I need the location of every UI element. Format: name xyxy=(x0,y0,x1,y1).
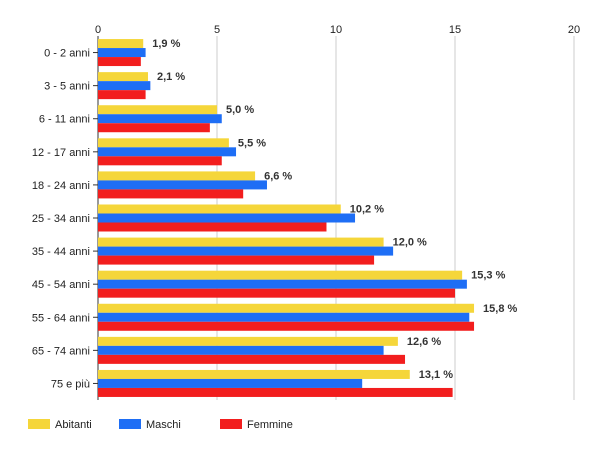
bar-abitanti xyxy=(98,270,463,280)
bar-femmine xyxy=(98,321,475,331)
bar-femmine xyxy=(98,288,455,298)
legend-swatch-maschi xyxy=(119,419,141,429)
bar-femmine xyxy=(98,387,453,397)
category-label: 75 e più xyxy=(51,378,90,390)
data-label: 15,8 % xyxy=(483,303,517,315)
bar-abitanti xyxy=(98,369,410,379)
x-tick-label: 20 xyxy=(568,24,580,36)
category-label: 35 - 44 anni xyxy=(32,246,90,258)
data-label: 5,0 % xyxy=(226,104,254,116)
bar-femmine xyxy=(98,57,141,67)
bar-maschi xyxy=(98,180,267,190)
bar-maschi xyxy=(98,312,470,322)
bar-femmine xyxy=(98,222,327,232)
bar-femmine xyxy=(98,156,222,166)
legend-label: Femmine xyxy=(247,419,293,431)
bar-maschi xyxy=(98,114,222,124)
data-label: 6,6 % xyxy=(264,170,292,182)
legend-swatch-abitanti xyxy=(28,419,50,429)
bar-abitanti xyxy=(98,336,398,346)
x-tick-label: 5 xyxy=(214,24,220,36)
data-label: 2,1 % xyxy=(157,71,185,83)
bar-abitanti xyxy=(98,138,229,148)
bar-femmine xyxy=(98,354,406,364)
bar-femmine xyxy=(98,123,210,133)
bar-abitanti xyxy=(98,72,148,82)
category-label: 55 - 64 anni xyxy=(32,312,90,324)
category-label: 18 - 24 anni xyxy=(32,180,90,192)
bar-femmine xyxy=(98,255,375,265)
category-label: 25 - 34 anni xyxy=(32,213,90,225)
bar-maschi xyxy=(98,81,151,91)
data-label: 12,6 % xyxy=(407,336,441,348)
legend-swatch-femmine xyxy=(220,419,242,429)
bar-abitanti xyxy=(98,204,341,214)
category-label: 0 - 2 anni xyxy=(44,48,90,60)
category-label: 65 - 74 anni xyxy=(32,345,90,357)
bar-maschi xyxy=(98,378,363,388)
bar-maschi xyxy=(98,147,237,157)
x-tick-label: 15 xyxy=(449,24,461,36)
bar-maschi xyxy=(98,246,394,256)
bar-abitanti xyxy=(98,303,475,313)
bar-maschi xyxy=(98,48,146,58)
bar-abitanti xyxy=(98,105,217,115)
bar-maschi xyxy=(98,213,356,223)
bar-femmine xyxy=(98,90,146,100)
data-label: 5,5 % xyxy=(238,137,266,149)
data-label: 1,9 % xyxy=(152,38,180,50)
legend-label: Abitanti xyxy=(55,419,92,431)
category-label: 3 - 5 anni xyxy=(44,81,90,93)
x-tick-label: 0 xyxy=(95,24,101,36)
bar-maschi xyxy=(98,345,384,355)
bar-abitanti xyxy=(98,39,144,49)
bar-abitanti xyxy=(98,171,256,181)
x-tick-label: 10 xyxy=(330,24,342,36)
data-label: 13,1 % xyxy=(419,369,453,381)
bar-abitanti xyxy=(98,237,384,247)
data-label: 10,2 % xyxy=(350,204,384,216)
bar-maschi xyxy=(98,279,467,289)
bar-femmine xyxy=(98,189,244,199)
data-label: 12,0 % xyxy=(393,237,427,249)
category-label: 6 - 11 anni xyxy=(39,114,90,126)
data-label: 15,3 % xyxy=(471,270,505,282)
legend-label: Maschi xyxy=(146,419,181,431)
category-label: 12 - 17 anni xyxy=(32,147,90,159)
category-label: 45 - 54 anni xyxy=(32,279,90,291)
